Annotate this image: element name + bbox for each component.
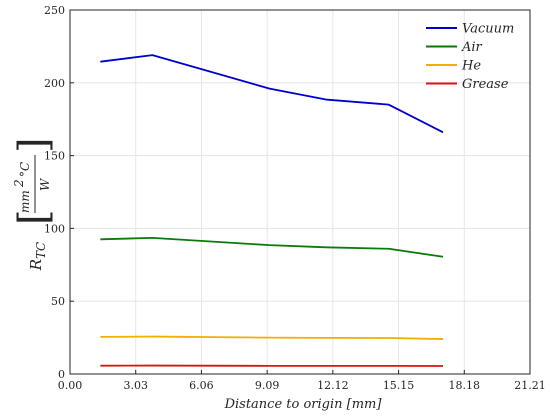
- y-axis-numerator-unit: °C: [18, 162, 32, 177]
- series-line-he: [100, 335, 444, 340]
- y-axis-title: R TC [ mm 2 °C W ]: [11, 137, 57, 271]
- x-axis-ticks: 0.00 3.03 6.06 9.09 12.12 15.15 18.18 21.21: [58, 370, 546, 392]
- y-axis-bracket-right: ]: [11, 137, 57, 153]
- legend-label-he: He: [461, 59, 481, 74]
- y-axis-bracket-left: [: [11, 209, 57, 225]
- series-lines: [100, 54, 444, 367]
- y-tick-label: 100: [44, 222, 65, 235]
- legend-label-vacuum: Vacuum: [462, 22, 514, 37]
- x-tick-label: 18.18: [449, 379, 481, 392]
- series-line-vacuum: [100, 54, 444, 134]
- x-tick-label: 12.12: [317, 379, 349, 392]
- x-tick-label: 21.21: [514, 379, 546, 392]
- y-axis-subscript: TC: [34, 242, 48, 259]
- x-axis-title: Distance to origin [mm]: [224, 397, 383, 412]
- x-tick-label: 9.09: [255, 379, 280, 392]
- y-tick-label: 50: [51, 295, 65, 308]
- y-tick-label: 250: [44, 4, 65, 17]
- x-tick-label: 3.03: [123, 379, 148, 392]
- x-tick-label: 15.15: [383, 379, 415, 392]
- legend-label-air: Air: [461, 40, 483, 55]
- y-tick-label: 150: [44, 150, 65, 163]
- legend-label-grease: Grease: [462, 77, 509, 92]
- legend: Vacuum Air He Grease: [426, 22, 514, 92]
- grid-lines: [69, 9, 531, 375]
- y-axis-numerator: mm: [18, 190, 32, 213]
- y-axis-numerator-exponent: 2: [12, 179, 26, 188]
- y-axis-symbol: R: [27, 259, 45, 271]
- y-tick-label: 0: [58, 368, 65, 381]
- y-tick-label: 200: [44, 77, 65, 90]
- x-tick-label: 0.00: [58, 379, 83, 392]
- y-axis-denominator: W: [38, 177, 52, 191]
- y-axis-ticks: 0 50 100 150 200 250: [44, 4, 74, 381]
- x-tick-label: 6.06: [189, 379, 214, 392]
- axes-box: [69, 9, 531, 375]
- series-line-air: [100, 236, 444, 258]
